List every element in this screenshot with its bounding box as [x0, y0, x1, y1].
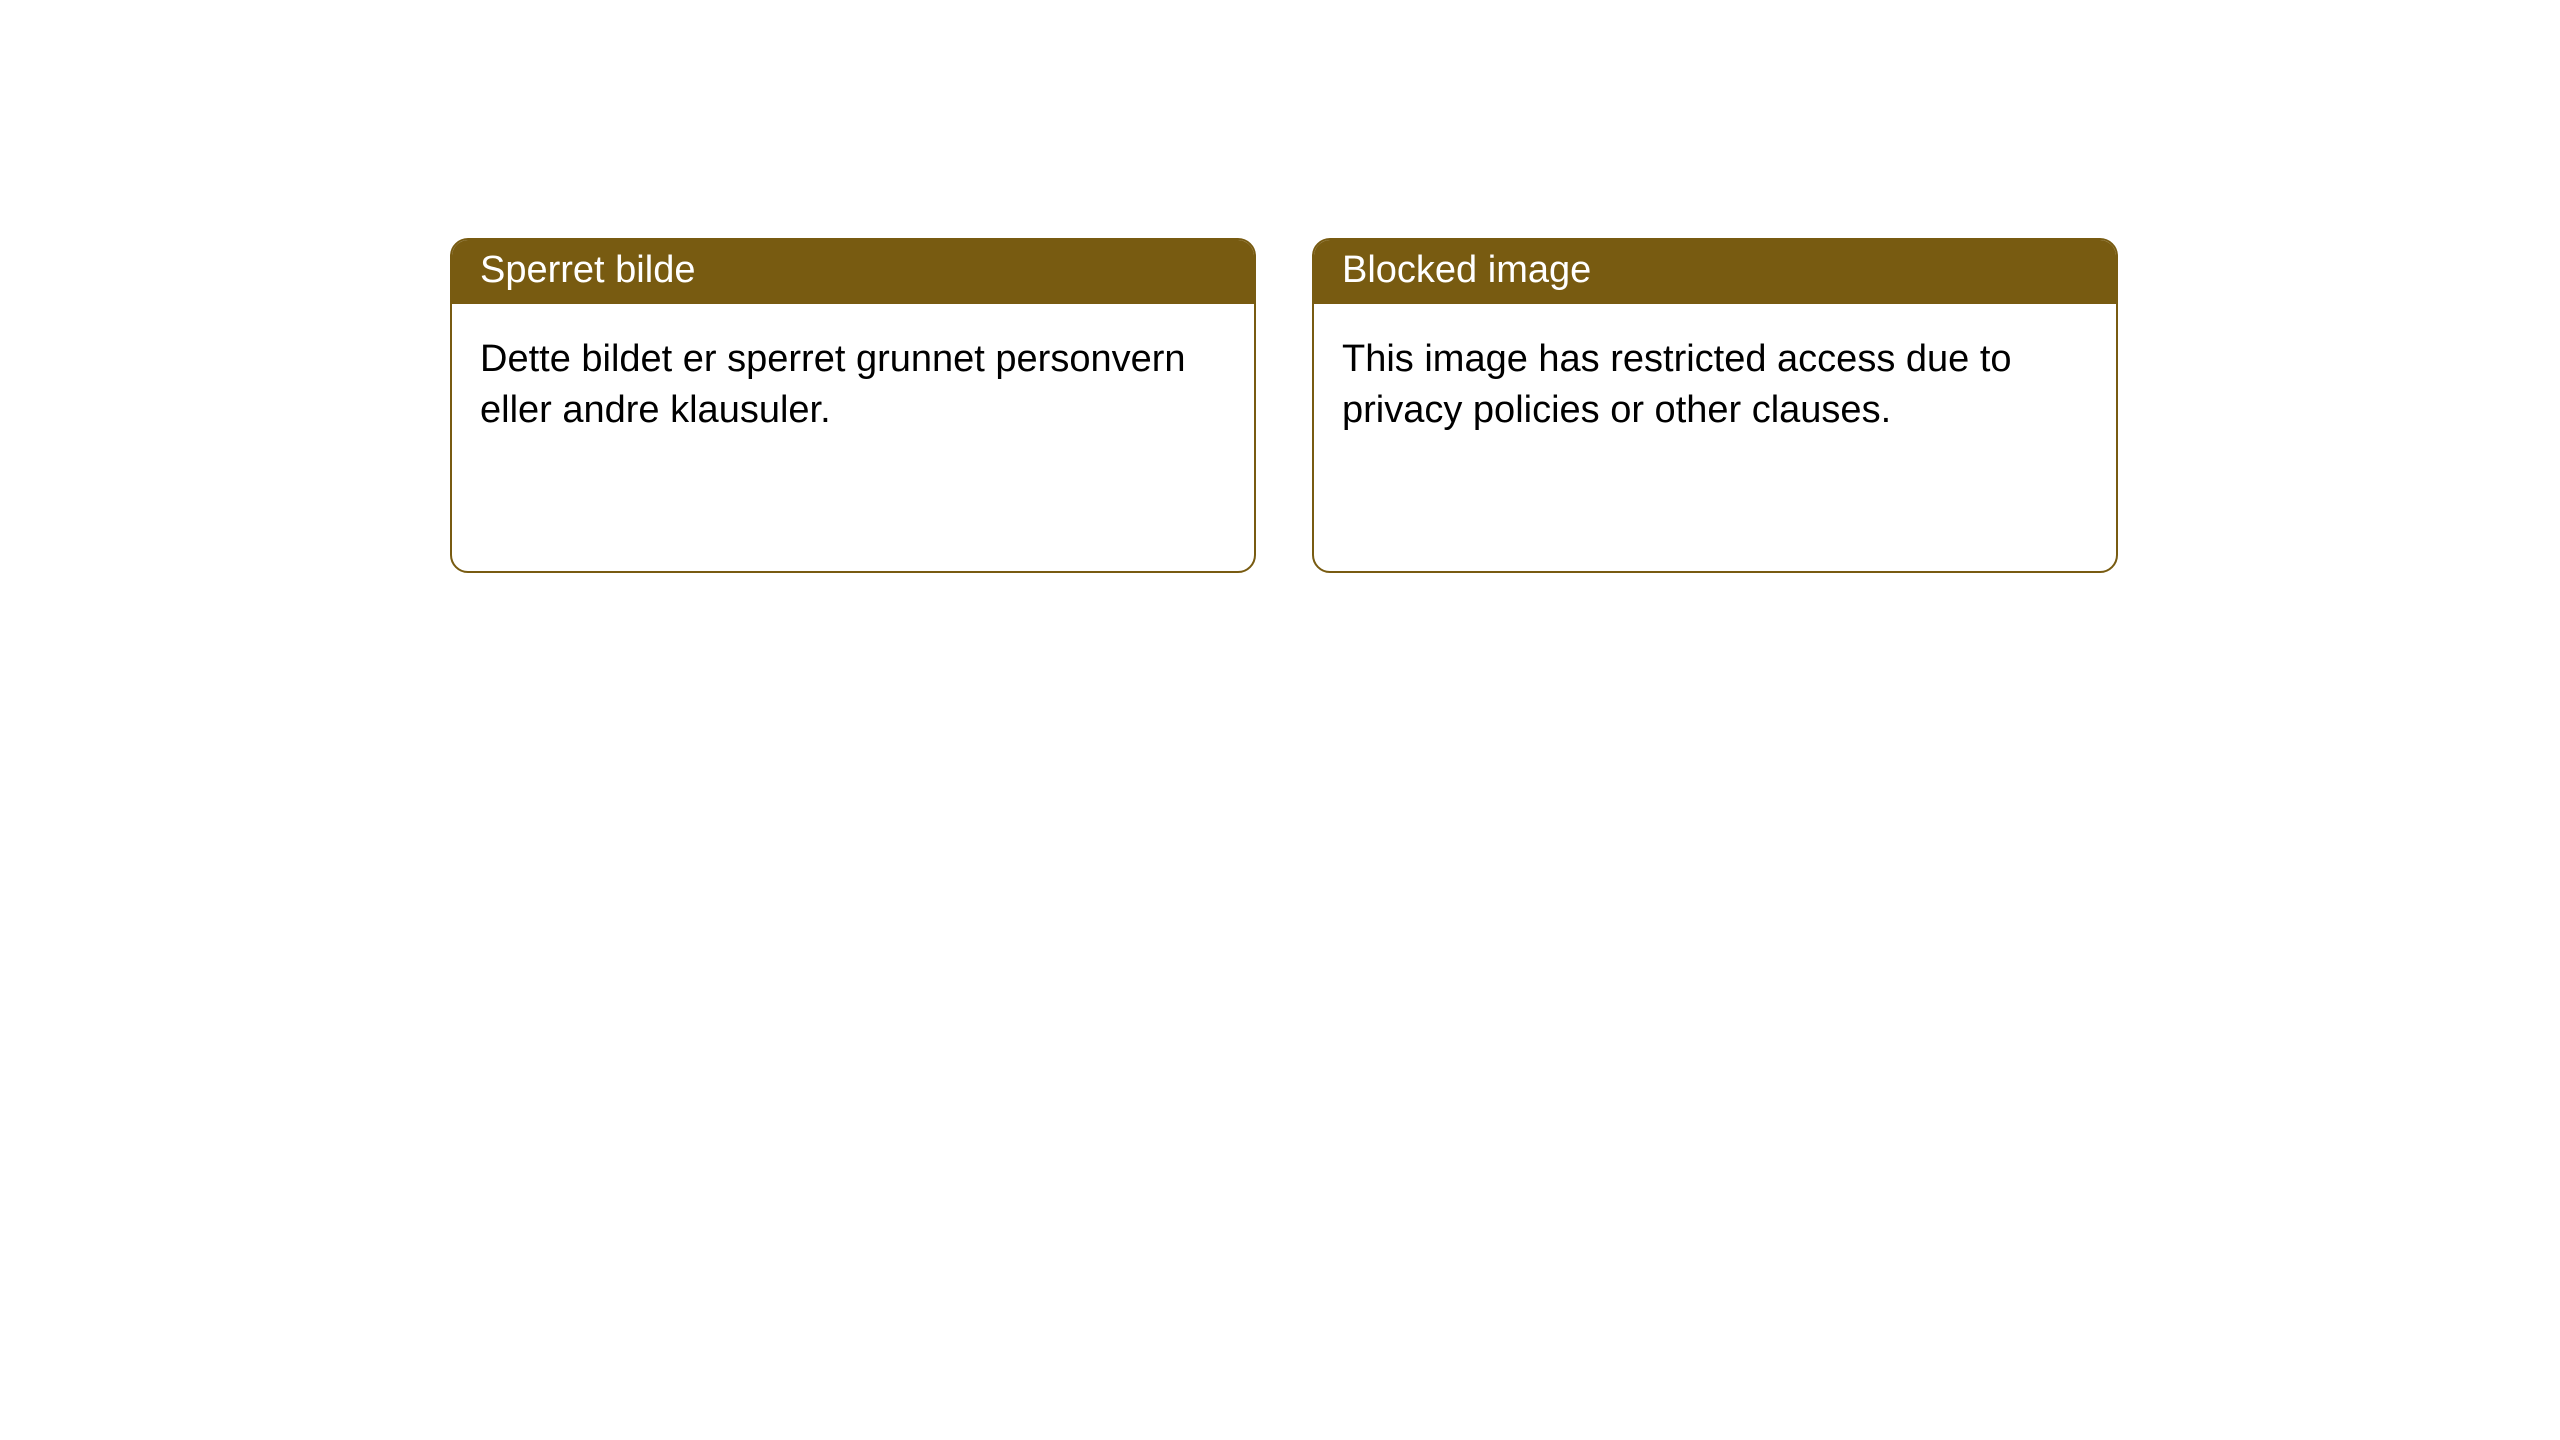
notice-body-english: This image has restricted access due to …	[1314, 304, 2116, 467]
notice-title-norwegian: Sperret bilde	[452, 240, 1254, 304]
notice-card-norwegian: Sperret bilde Dette bildet er sperret gr…	[450, 238, 1256, 573]
notice-container: Sperret bilde Dette bildet er sperret gr…	[0, 0, 2560, 573]
notice-card-english: Blocked image This image has restricted …	[1312, 238, 2118, 573]
notice-title-english: Blocked image	[1314, 240, 2116, 304]
notice-body-norwegian: Dette bildet er sperret grunnet personve…	[452, 304, 1254, 467]
